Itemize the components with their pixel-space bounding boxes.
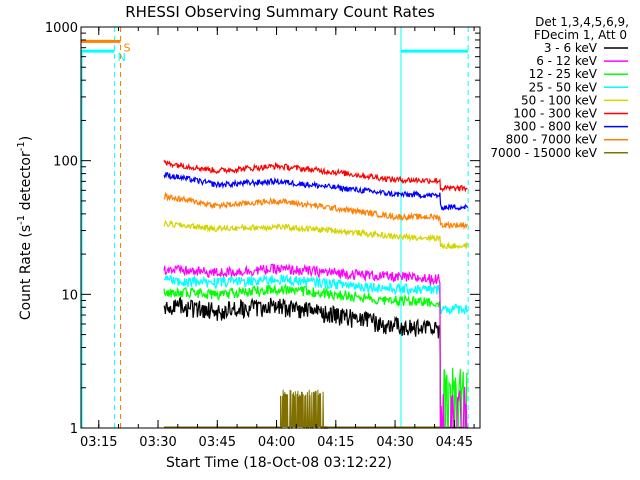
legend-label-300-800-kev: 300 - 800 keV bbox=[513, 120, 597, 134]
series-12-25-kev bbox=[163, 282, 469, 429]
y-tick-label: 10 bbox=[61, 288, 78, 303]
y-tick-label: 100 bbox=[53, 155, 78, 170]
series-7000-15000-kev bbox=[164, 389, 469, 430]
flag-s: S bbox=[81, 27, 131, 428]
series-800-7000-kev bbox=[163, 191, 468, 230]
legend-label-25-50-kev: 25 - 50 keV bbox=[529, 80, 598, 94]
y-tick-label: 1000 bbox=[45, 21, 78, 36]
x-tick-label: 03:30 bbox=[139, 435, 176, 450]
x-tick-label: 03:45 bbox=[199, 435, 236, 450]
legend-label-100-300-kev: 100 - 300 keV bbox=[513, 107, 597, 121]
y-axis-label-mid: detector bbox=[18, 151, 34, 215]
flag-label: S bbox=[124, 41, 131, 54]
chart-title: RHESSI Observing Summary Count Rates bbox=[125, 3, 435, 21]
x-tick-label: 03:15 bbox=[80, 435, 117, 450]
legend-label-7000-15000-kev: 7000 - 15000 keV bbox=[490, 146, 597, 160]
flag-label: N bbox=[118, 51, 126, 64]
plot-frame bbox=[80, 26, 481, 429]
y-axis-label: Count Rate (s-1 detector-1) bbox=[16, 136, 34, 320]
legend-label-800-7000-kev: 800 - 7000 keV bbox=[506, 133, 598, 147]
y-tick-label: 1 bbox=[70, 422, 78, 437]
series-100-300-kev bbox=[163, 160, 468, 193]
y-axis-label-sup1: -1 bbox=[16, 215, 27, 225]
series-6-12-kev bbox=[163, 263, 468, 429]
legend-header-line-1: Det 1,3,4,5,6,9, bbox=[535, 15, 629, 29]
flag-n: N bbox=[81, 27, 469, 428]
series-50-100-kev bbox=[163, 219, 469, 250]
y-axis-label-main: Count Rate (s bbox=[18, 225, 34, 320]
y-axis-label-end: ) bbox=[18, 136, 34, 141]
x-axis-label: Start Time (18-Oct-08 03:12:22) bbox=[166, 455, 392, 471]
legend-label-12-25-kev: 12 - 25 keV bbox=[529, 67, 598, 81]
legend-label-3-6-kev: 3 - 6 keV bbox=[544, 41, 598, 55]
legend-label-6-12-kev: 6 - 12 keV bbox=[536, 54, 598, 68]
x-tick-label: 04:00 bbox=[258, 435, 295, 450]
axes: 03:15 03:30 03:45 04:00 04:15 04:30 04:45 1 10 10… bbox=[45, 21, 480, 450]
legend: Det 1,3,4,5,6,9, FDecim 1, Att 0 3 - 6 k… bbox=[490, 15, 629, 160]
y-axis-label-sup2: -1 bbox=[16, 141, 27, 151]
x-tick-label: 04:30 bbox=[376, 435, 413, 450]
x-tick-label: 04:15 bbox=[317, 435, 354, 450]
series-300-800-kev bbox=[163, 171, 469, 211]
series-3-6-kev bbox=[163, 296, 468, 429]
legend-label-50-100-kev: 50 - 100 keV bbox=[521, 93, 598, 107]
x-tick-label: 04:45 bbox=[436, 435, 473, 450]
plot-area: NS bbox=[81, 27, 469, 430]
legend-header-line-2: FDecim 1, Att 0 bbox=[534, 28, 627, 42]
series-25-50-kev bbox=[163, 273, 469, 316]
